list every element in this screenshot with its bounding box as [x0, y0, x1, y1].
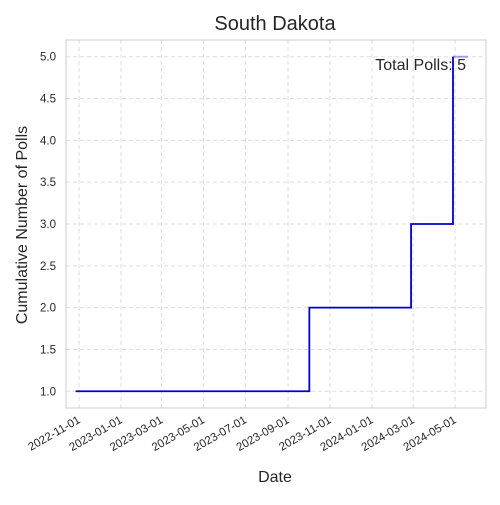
y-tick-label: 4.0 — [40, 135, 56, 147]
y-tick-label: 4.5 — [40, 94, 56, 106]
plot-frame — [65, 39, 487, 409]
x-axis-label: Date — [258, 469, 292, 486]
total-polls-annotation: Total Polls: 5 — [375, 57, 466, 74]
label-layer: 1.01.52.02.53.03.54.04.55.02022-11-01202… — [26, 52, 458, 454]
y-tick-label: 2.5 — [40, 261, 56, 273]
y-tick-label: 5.0 — [40, 52, 56, 64]
chart-title: South Dakota — [214, 13, 336, 35]
y-axis-label: Cumulative Number of Polls — [14, 126, 31, 324]
axis-layer — [65, 39, 487, 409]
cumulative-polls-step-line — [75, 56, 454, 393]
y-tick-label: 2.0 — [40, 303, 56, 315]
y-tick-label: 3.0 — [40, 219, 56, 231]
y-tick-label: 3.5 — [40, 177, 56, 189]
y-tick-label: 1.0 — [40, 386, 56, 398]
y-tick-label: 1.5 — [40, 344, 56, 356]
series-layer — [75, 55, 468, 393]
